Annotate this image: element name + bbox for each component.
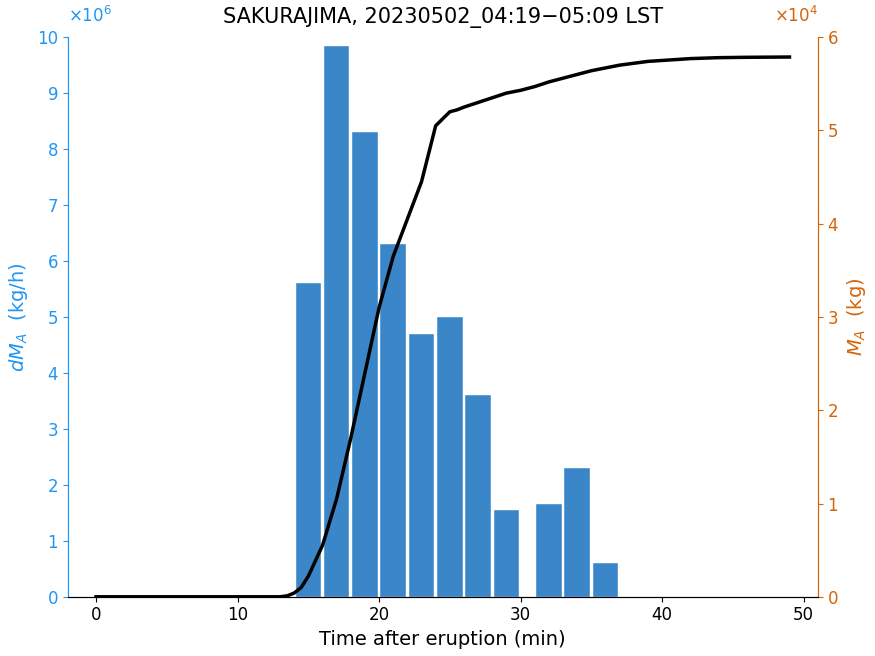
Title: SAKURAJIMA, 20230502_04:19−05:09 LST: SAKURAJIMA, 20230502_04:19−05:09 LST (222, 7, 663, 28)
Bar (324, 45, 349, 597)
Y-axis label: $dM_A$  (kg/h): $dM_A$ (kg/h) (7, 262, 30, 372)
Bar (493, 510, 519, 597)
X-axis label: Time after eruption (min): Time after eruption (min) (319, 630, 566, 649)
Bar (409, 334, 434, 597)
Bar (296, 283, 321, 597)
Bar (466, 396, 491, 597)
Bar (592, 564, 619, 597)
Bar (536, 504, 562, 597)
Bar (564, 468, 590, 597)
Bar (438, 317, 463, 597)
Y-axis label: $M_A$  (kg): $M_A$ (kg) (845, 277, 868, 356)
Text: $\times10^4$: $\times10^4$ (774, 6, 818, 26)
Text: $\times10^6$: $\times10^6$ (67, 6, 112, 26)
Bar (352, 133, 378, 597)
Bar (381, 244, 406, 597)
